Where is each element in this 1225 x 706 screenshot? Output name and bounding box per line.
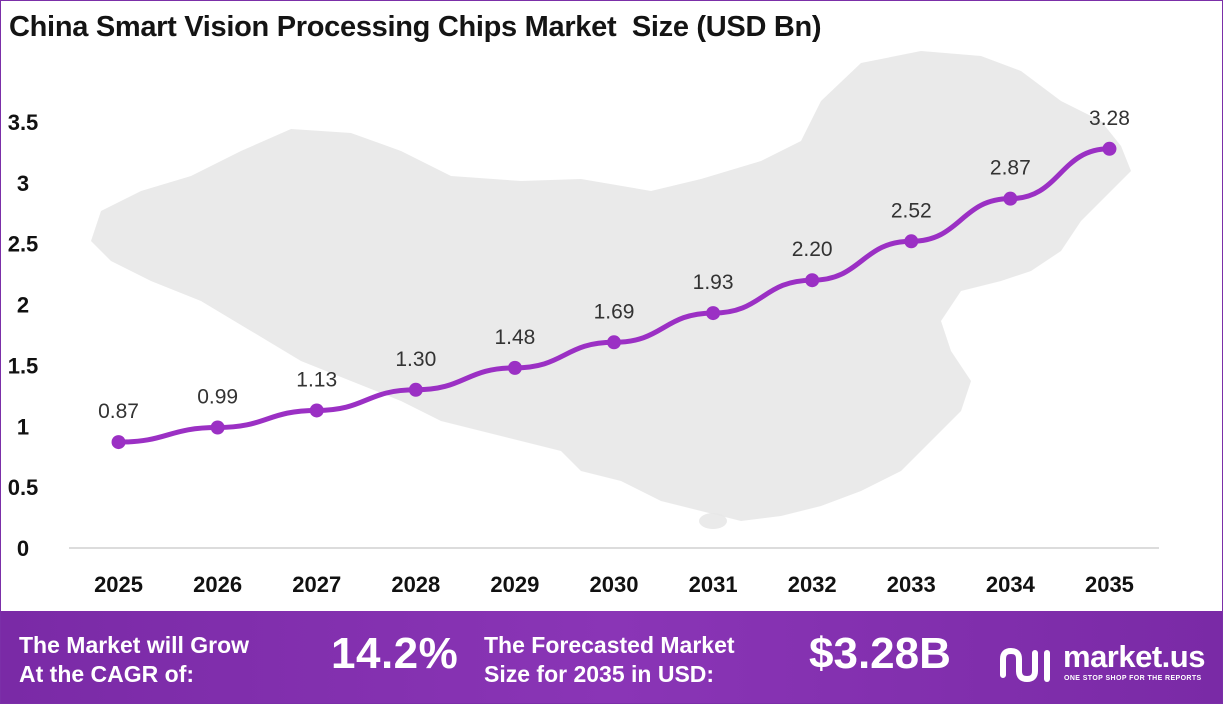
market-us-logo-icon [1000,647,1050,683]
y-tick-label: 1 [17,414,29,439]
brand-name: market.us [1063,639,1205,674]
x-tick-label: 2029 [490,572,539,597]
line-chart: 0 0.5 1 1.5 2 2.5 3 3.5 2025 2026 2027 2028 2029 203… [8,107,1159,597]
x-axis: 2025 2026 2027 2028 2029 2030 2031 2032 2033 2034… [94,572,1134,597]
chart-title: China Smart Vision Processing Chips Mark… [9,11,822,43]
data-label: 2.20 [792,238,833,261]
data-point [210,420,225,435]
data-point [607,335,621,350]
data-point [1003,191,1018,206]
data-label: 0.87 [98,400,139,423]
data-point [309,403,324,418]
data-point [904,234,919,249]
data-point [805,273,820,288]
data-points [111,141,1117,450]
y-tick-label: 0 [17,536,29,561]
y-axis: 0 0.5 1 1.5 2 2.5 3 3.5 [8,110,39,561]
cagr-value: 14.2% [331,629,459,678]
data-point [507,360,522,375]
data-point [408,382,423,397]
y-tick-label: 2 [17,293,29,318]
data-point [111,435,126,450]
x-tick-label: 2034 [986,572,1036,597]
cagr-label: The Market will Grow At the CAGR of: [19,631,309,689]
series-line [116,146,1112,445]
data-point [1102,141,1117,156]
x-tick-label: 2025 [94,572,143,597]
forecast-value: $3.28B [809,629,951,678]
cagr-label-line1: The Market will Grow [19,632,250,658]
cagr-label-line2: At the CAGR of: [19,661,195,687]
forecast-label-line2: Size for 2035 in USD: [484,661,715,687]
forecast-label: The Forecasted Market Size for 2035 in U… [484,631,794,689]
x-tick-label: 2028 [391,572,440,597]
x-tick-label: 2033 [887,572,936,597]
footer-banner: The Market will Grow At the CAGR of: 14.… [1,611,1222,703]
x-tick-label: 2031 [689,572,738,597]
data-label: 2.52 [891,199,932,222]
data-label: 3.28 [1089,107,1130,130]
y-tick-label: 1.5 [8,353,39,378]
data-label: 2.87 [990,157,1031,180]
data-label: 1.48 [494,326,535,349]
data-label: 1.93 [693,271,734,294]
x-tick-label: 2026 [193,572,242,597]
forecast-label-line1: The Forecasted Market [484,632,735,658]
y-tick-label: 2.5 [8,232,39,257]
brand-tagline: ONE STOP SHOP FOR THE REPORTS [1064,675,1202,682]
x-tick-label: 2027 [292,572,341,597]
data-label: 1.13 [296,368,337,391]
y-tick-label: 3.5 [8,110,39,135]
data-point [706,306,721,321]
data-labels: 0.87 0.99 1.13 1.30 1.48 1.69 1.93 2.20 2.52 2.87… [98,107,1130,423]
y-tick-label: 0.5 [8,475,39,500]
data-label: 0.99 [197,386,238,409]
data-label: 1.30 [395,348,436,371]
y-tick-label: 3 [17,171,29,196]
x-tick-label: 2030 [590,572,639,597]
data-label: 1.69 [594,300,635,323]
brand-logo-block: market.us ONE STOP SHOP FOR THE REPORTS [999,639,1222,689]
x-tick-label: 2032 [788,572,837,597]
china-map-silhouette [91,51,1131,529]
x-tick-label: 2035 [1085,572,1134,597]
